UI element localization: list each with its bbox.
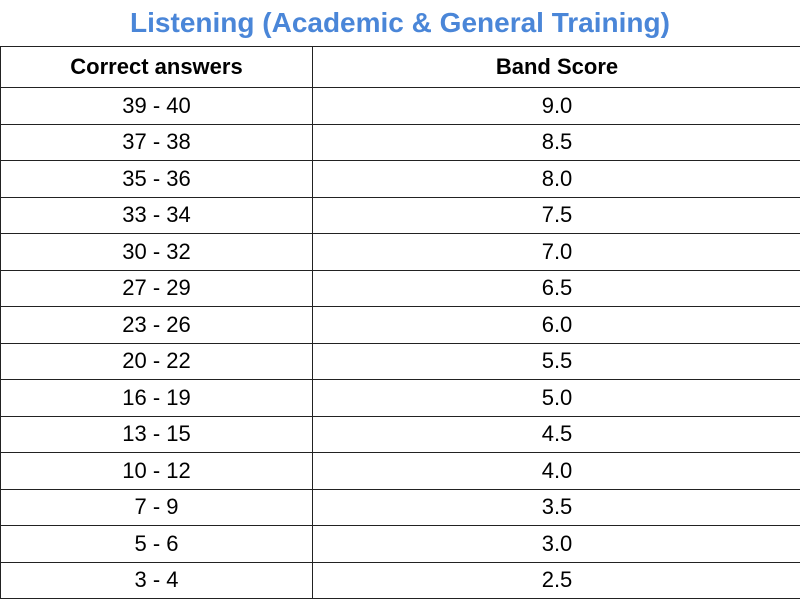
table-row: 10 - 12 4.0 bbox=[0, 452, 800, 490]
band-score-cell: 4.5 bbox=[312, 415, 800, 453]
table-row: 3 - 4 2.5 bbox=[0, 561, 800, 599]
correct-answers-cell: 13 - 15 bbox=[0, 415, 313, 453]
correct-answers-cell: 16 - 19 bbox=[0, 379, 313, 417]
table-row: 23 - 26 6.0 bbox=[0, 306, 800, 344]
table-row: 20 - 22 5.5 bbox=[0, 342, 800, 380]
table-header: Correct answers Band Score bbox=[0, 46, 800, 88]
correct-answers-cell: 3 - 4 bbox=[0, 561, 313, 599]
table-row: 37 - 38 8.5 bbox=[0, 123, 800, 161]
table-row: 33 - 34 7.5 bbox=[0, 196, 800, 234]
table-row: 13 - 15 4.5 bbox=[0, 415, 800, 453]
table-row: 30 - 32 7.0 bbox=[0, 233, 800, 271]
table-row: 27 - 29 6.5 bbox=[0, 269, 800, 307]
band-score-cell: 2.5 bbox=[312, 561, 800, 599]
correct-answers-cell: 20 - 22 bbox=[0, 342, 313, 380]
band-score-cell: 8.5 bbox=[312, 123, 800, 161]
correct-answers-cell: 37 - 38 bbox=[0, 123, 313, 161]
score-table: Correct answers Band Score 39 - 40 9.0 37 … bbox=[0, 46, 800, 599]
table-row: 16 - 19 5.0 bbox=[0, 379, 800, 417]
band-score-cell: 8.0 bbox=[312, 160, 800, 198]
band-score-cell: 9.0 bbox=[312, 87, 800, 125]
header-cell: Band Score bbox=[312, 46, 800, 88]
correct-answers-cell: 10 - 12 bbox=[0, 452, 313, 490]
correct-answers-cell: 27 - 29 bbox=[0, 269, 313, 307]
table-body: 39 - 40 9.0 37 - 38 8.5 35 - 36 8.0 33 - 34 7.5… bbox=[0, 87, 800, 599]
band-score-cell: 5.5 bbox=[312, 342, 800, 380]
table-row: 35 - 36 8.0 bbox=[0, 160, 800, 198]
band-score-cell: 6.0 bbox=[312, 306, 800, 344]
header-cell: Correct answers bbox=[0, 46, 313, 88]
correct-answers-cell: 39 - 40 bbox=[0, 87, 313, 125]
band-score-cell: 5.0 bbox=[312, 379, 800, 417]
band-score-cell: 6.5 bbox=[312, 269, 800, 307]
table-row: 39 - 40 9.0 bbox=[0, 87, 800, 125]
correct-answers-cell: 23 - 26 bbox=[0, 306, 313, 344]
correct-answers-cell: 5 - 6 bbox=[0, 525, 313, 563]
header-row: Correct answers Band Score bbox=[0, 46, 800, 88]
band-score-cell: 4.0 bbox=[312, 452, 800, 490]
table-row: 5 - 6 3.0 bbox=[0, 525, 800, 563]
band-score-cell: 7.0 bbox=[312, 233, 800, 271]
correct-answers-cell: 30 - 32 bbox=[0, 233, 313, 271]
title: Listening (Academic & General Training) bbox=[130, 7, 670, 38]
band-score-cell: 3.0 bbox=[312, 525, 800, 563]
band-score-cell: 3.5 bbox=[312, 488, 800, 526]
table-row: 7 - 9 3.5 bbox=[0, 488, 800, 526]
band-score-cell: 7.5 bbox=[312, 196, 800, 234]
correct-answers-cell: 35 - 36 bbox=[0, 160, 313, 198]
correct-answers-cell: 33 - 34 bbox=[0, 196, 313, 234]
correct-answers-cell: 7 - 9 bbox=[0, 488, 313, 526]
